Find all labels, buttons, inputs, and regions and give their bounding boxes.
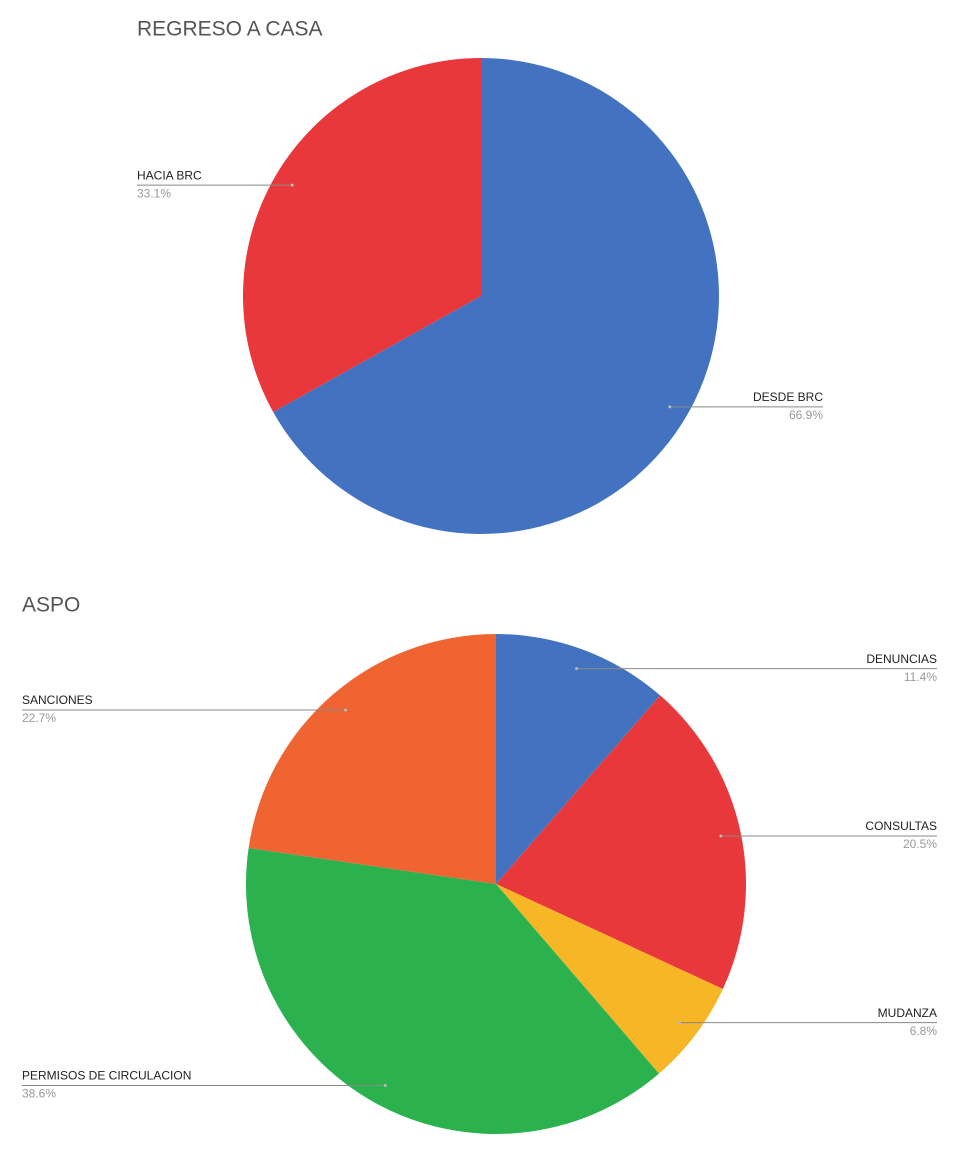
slice-label: MUDANZA [878, 1006, 937, 1020]
slice-value: 33.1% [137, 186, 171, 200]
slice-value: 22.7% [22, 711, 56, 725]
slice-value: 66.9% [789, 408, 823, 422]
leader-dot [290, 183, 294, 187]
slice-label: CONSULTAS [865, 819, 937, 833]
pie-slice [248, 634, 496, 884]
chart-title: REGRESO A CASA [137, 18, 323, 41]
chart-title: ASPO [22, 594, 80, 617]
pie-slice [243, 58, 481, 412]
pie-slice [496, 695, 746, 990]
slice-label: PERMISOS DE CIRCULACION [22, 1069, 191, 1083]
pie-slice [496, 634, 661, 884]
leader-dot [719, 834, 723, 838]
slice-label: DESDE BRC [753, 390, 823, 404]
slice-value: 11.4% [904, 670, 937, 684]
leader-dot [677, 1021, 681, 1025]
slice-label: SANCIONES [22, 693, 93, 707]
leader-dot [575, 667, 579, 671]
pie-slice [273, 58, 719, 534]
slice-value: 6.8% [910, 1024, 938, 1038]
slice-value: 38.6% [22, 1087, 56, 1101]
pie-slice [496, 884, 723, 1074]
slice-label: HACIA BRC [137, 168, 202, 182]
slice-label: DENUNCIAS [866, 652, 937, 666]
leader-dot [344, 708, 348, 712]
leader-dot [383, 1084, 387, 1088]
leader-dot [668, 405, 672, 409]
slice-value: 20.5% [903, 837, 937, 851]
pie-slice [246, 847, 659, 1135]
